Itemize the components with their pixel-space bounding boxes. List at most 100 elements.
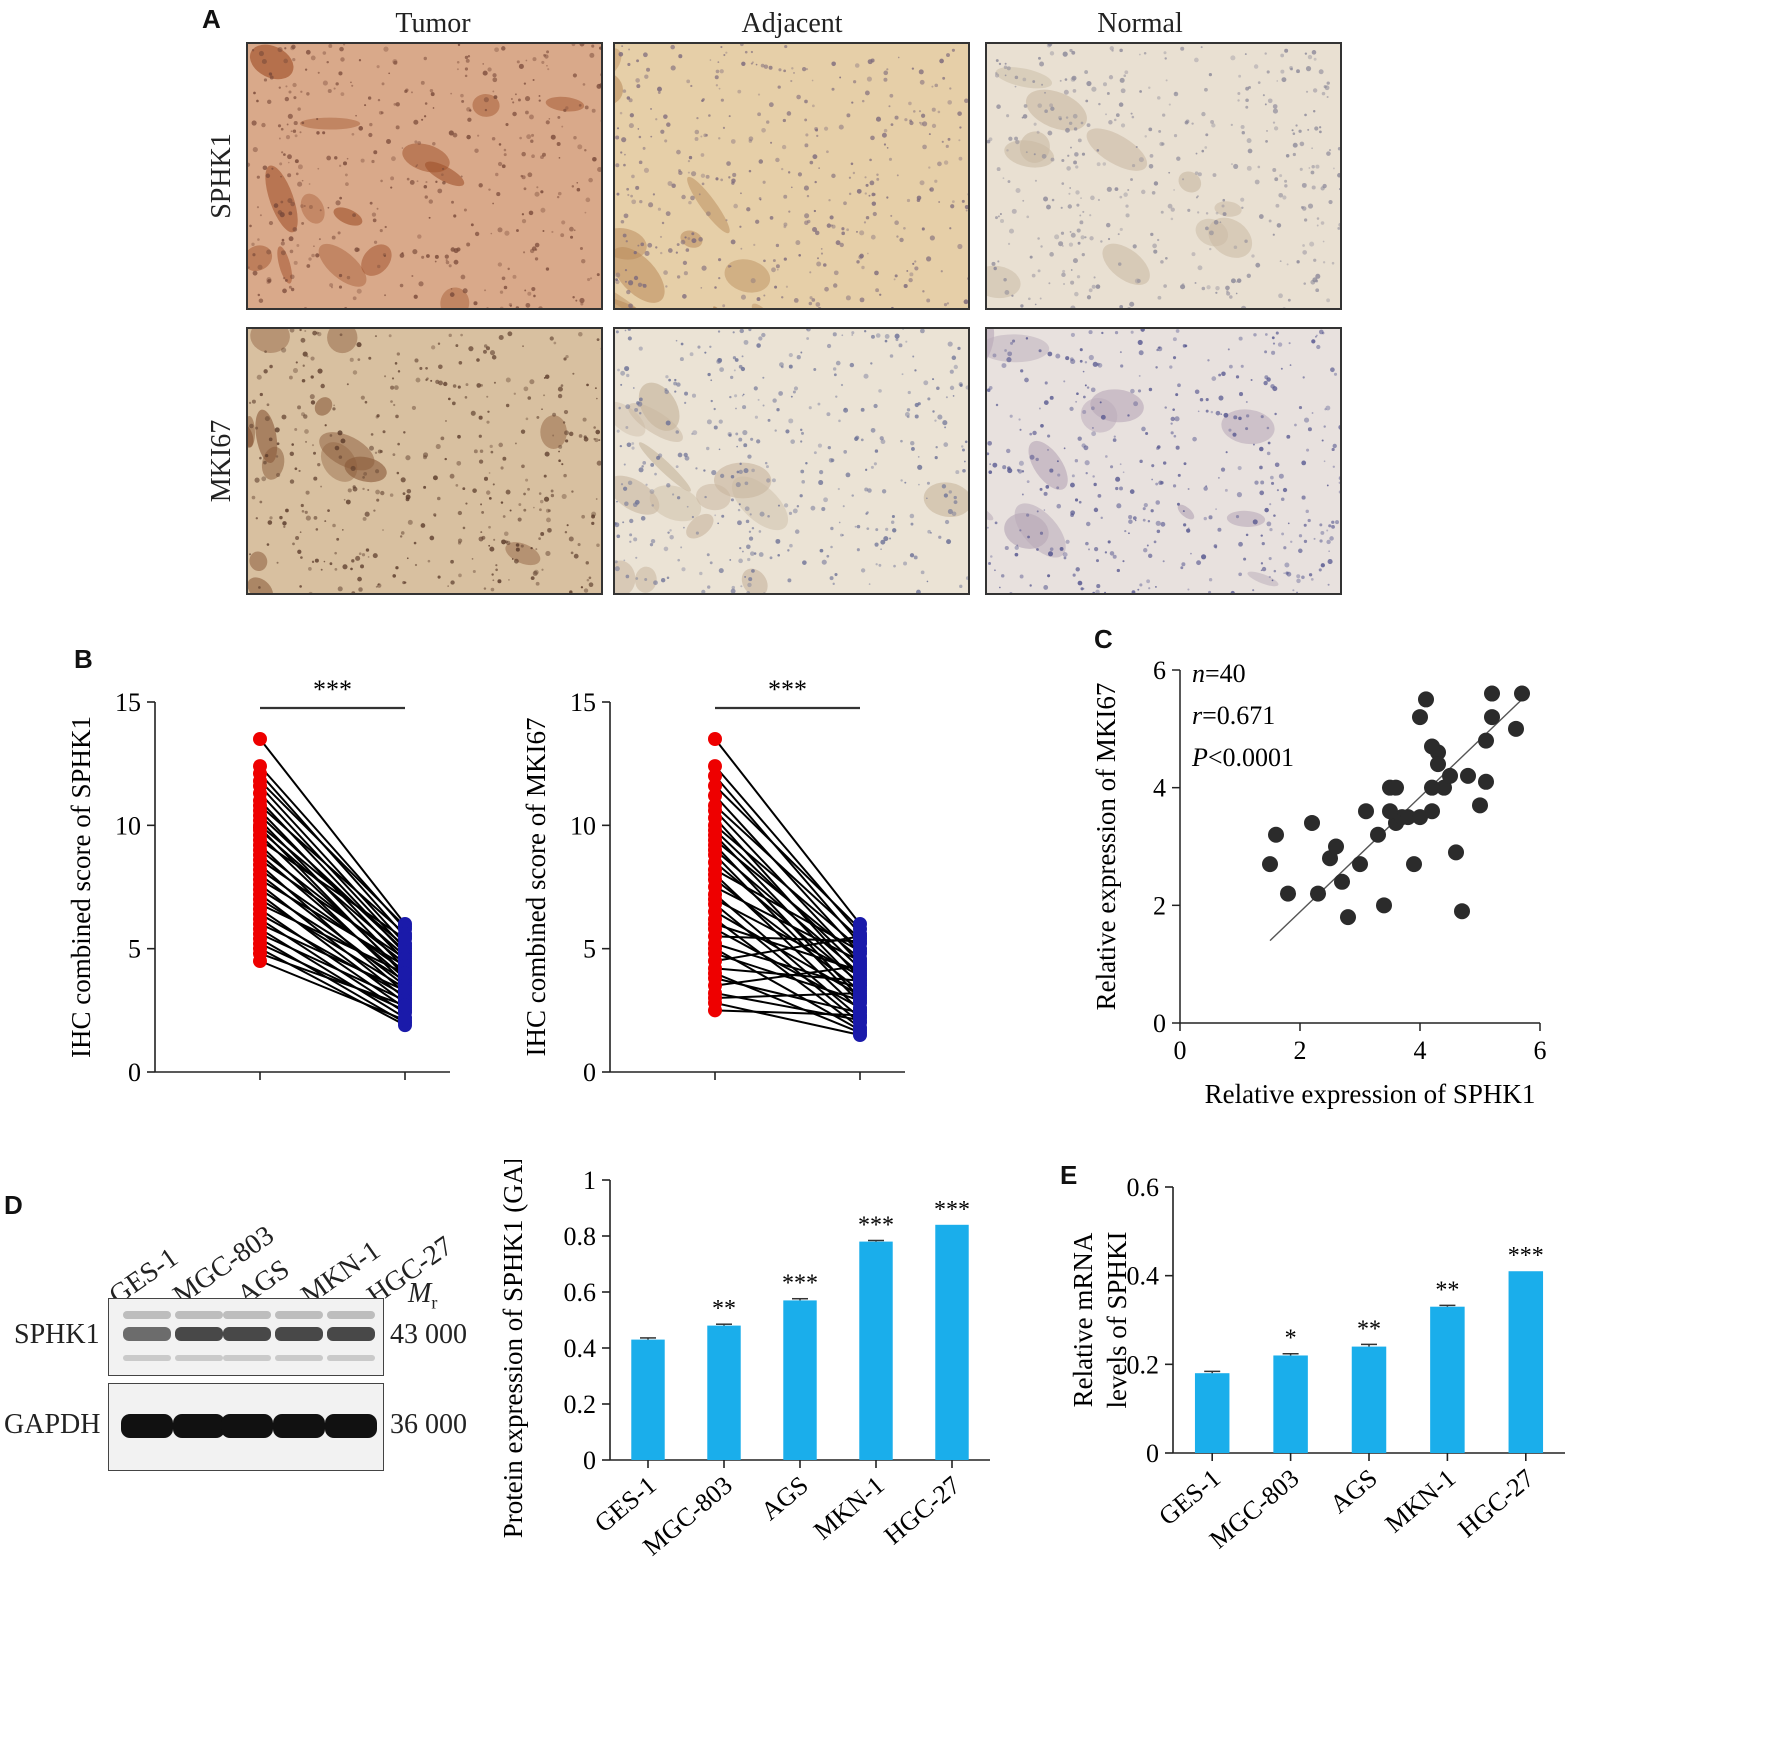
- scatter-point: [1406, 856, 1422, 873]
- pair-line: [714, 1001, 861, 1036]
- cell-nucleus: [539, 508, 542, 512]
- cell-nucleus: [715, 177, 719, 181]
- cell-nucleus: [688, 155, 693, 160]
- cell-nucleus: [495, 564, 498, 567]
- cell-nucleus: [497, 161, 503, 167]
- cell-nucleus: [301, 121, 305, 125]
- cell-nucleus: [1323, 425, 1326, 428]
- cell-nucleus: [493, 95, 498, 100]
- cell-nucleus: [615, 272, 621, 278]
- cell-nucleus: [335, 82, 339, 86]
- cell-nucleus: [515, 306, 520, 308]
- cell-nucleus: [890, 214, 893, 217]
- stain-region: [440, 287, 470, 308]
- cell-nucleus: [830, 458, 835, 463]
- cell-nucleus: [1254, 480, 1259, 485]
- cell-nucleus: [665, 375, 669, 379]
- panel-letter-e: E: [1060, 1160, 1078, 1190]
- cell-nucleus: [1341, 264, 1342, 268]
- cell-nucleus: [804, 213, 810, 219]
- cell-nucleus: [561, 493, 567, 500]
- cell-nucleus: [663, 270, 668, 275]
- cell-nucleus: [291, 44, 296, 50]
- cell-nucleus: [369, 201, 373, 205]
- cell-nucleus: [423, 485, 427, 489]
- stain-region: [615, 282, 644, 308]
- cell-nucleus: [1291, 129, 1294, 132]
- cell-nucleus: [1269, 528, 1273, 532]
- cell-nucleus: [1137, 339, 1143, 345]
- cell-nucleus: [918, 121, 921, 124]
- cell-nucleus: [755, 219, 760, 224]
- cell-nucleus: [327, 509, 330, 512]
- cell-nucleus: [413, 294, 418, 299]
- cell-nucleus: [284, 47, 287, 50]
- stain-region: [1025, 89, 1087, 131]
- cell-nucleus: [697, 345, 701, 349]
- cell-nucleus: [1082, 210, 1085, 213]
- cell-nucleus: [591, 108, 596, 113]
- y-tick-label: 0: [583, 1446, 596, 1475]
- cell-nucleus: [655, 246, 658, 249]
- cell-nucleus: [994, 71, 998, 75]
- cell-nucleus: [525, 110, 529, 115]
- cell-nucleus: [1110, 593, 1113, 595]
- cell-nucleus: [1006, 149, 1009, 152]
- cell-nucleus: [638, 467, 644, 473]
- cell-nucleus: [1047, 551, 1054, 557]
- cell-nucleus: [667, 181, 673, 187]
- cell-nucleus: [262, 165, 268, 171]
- cell-nucleus: [563, 409, 569, 415]
- stain-region: [1004, 512, 1049, 549]
- cell-nucleus: [719, 367, 725, 372]
- cell-nucleus: [632, 387, 635, 389]
- cell-nucleus: [323, 560, 326, 563]
- cell-nucleus: [1148, 387, 1153, 392]
- cell-nucleus: [835, 360, 841, 366]
- wb-membrane-gapdh: [108, 1383, 384, 1471]
- cell-nucleus: [634, 499, 640, 505]
- cell-nucleus: [1065, 116, 1069, 119]
- cell-nucleus: [488, 188, 491, 191]
- cell-nucleus: [751, 569, 755, 573]
- cell-nucleus: [706, 553, 710, 557]
- cell-nucleus: [753, 386, 758, 391]
- cell-nucleus: [640, 242, 645, 247]
- cell-nucleus: [1247, 148, 1253, 154]
- cell-nucleus: [809, 296, 813, 300]
- cell-nucleus: [988, 386, 993, 390]
- cell-nucleus: [320, 485, 323, 488]
- cell-nucleus: [576, 181, 579, 184]
- cell-nucleus: [737, 520, 742, 526]
- cell-nucleus: [730, 239, 736, 245]
- cell-nucleus: [1139, 583, 1143, 587]
- cell-nucleus: [1093, 482, 1097, 487]
- cell-nucleus: [543, 474, 547, 478]
- cell-nucleus: [1162, 461, 1167, 465]
- cell-nucleus: [461, 99, 465, 103]
- cell-nucleus: [522, 345, 524, 348]
- pair-line: [714, 804, 861, 940]
- cell-nucleus: [868, 194, 871, 197]
- cell-nucleus: [573, 553, 579, 559]
- cell-nucleus: [914, 414, 919, 419]
- cell-nucleus: [762, 376, 765, 379]
- cell-nucleus: [1128, 515, 1133, 520]
- bar: [1430, 1306, 1465, 1453]
- cell-nucleus: [583, 435, 587, 439]
- cell-nucleus: [911, 447, 915, 451]
- cell-nucleus: [1006, 448, 1011, 454]
- cell-nucleus: [1187, 208, 1191, 212]
- cell-nucleus: [704, 495, 707, 499]
- cell-nucleus: [289, 375, 293, 380]
- cell-nucleus: [1038, 349, 1042, 353]
- cell-nucleus: [1062, 552, 1068, 558]
- y-tick-label: 0: [583, 1058, 596, 1087]
- pair-line: [714, 785, 861, 930]
- cell-nucleus: [1130, 330, 1134, 334]
- cell-nucleus: [866, 527, 870, 531]
- cell-nucleus: [960, 445, 964, 448]
- cell-nucleus: [1311, 339, 1316, 344]
- cell-nucleus: [1135, 145, 1138, 149]
- cell-nucleus: [903, 561, 908, 566]
